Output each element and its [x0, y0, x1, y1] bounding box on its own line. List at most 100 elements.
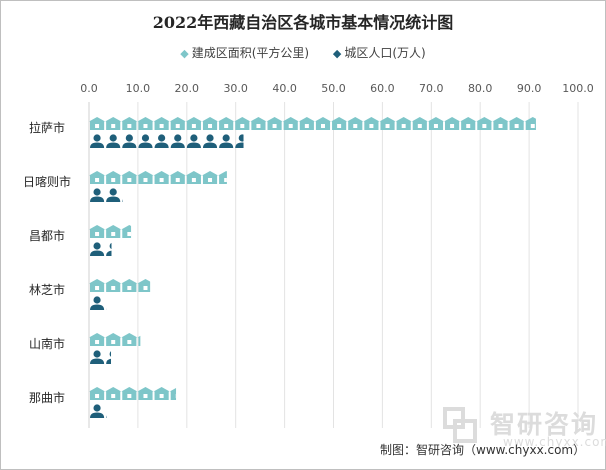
person-icon [90, 350, 105, 364]
person-icon [186, 134, 201, 148]
category-label: 林芝市 [29, 282, 65, 297]
watermark-brand: 智研咨询 [490, 410, 599, 439]
house-icon [153, 117, 170, 130]
house-icon [347, 117, 364, 130]
category-label: 昌都市 [29, 228, 65, 243]
legend-label-area: 建成区面积(平方公里) [191, 46, 310, 60]
category-label: 山南市 [29, 336, 65, 351]
person-icon-partial [106, 242, 112, 256]
house-icon [508, 117, 525, 130]
house-icon [169, 117, 186, 130]
house-icon [121, 117, 138, 130]
legend-item-area: ◆ 建成区面积(平方公里) [180, 44, 309, 61]
person-icon [219, 134, 234, 148]
chart-title: 2022年西藏自治区各城市基本情况统计图 [152, 13, 454, 32]
x-tick-label: 50.0 [321, 82, 346, 95]
house-icon [105, 117, 122, 130]
house-icon [201, 117, 219, 130]
house-icon-partial [121, 225, 132, 238]
x-tick-label: 0.0 [80, 82, 98, 95]
house-icon [105, 333, 122, 346]
person-icon-partial [106, 351, 112, 364]
person-icon [90, 188, 105, 202]
watermark-url: www.chyxx.com [503, 435, 606, 449]
x-tick-label: 10.0 [126, 82, 151, 95]
x-tick-label: 80.0 [468, 82, 493, 95]
person-icon [90, 404, 105, 418]
house-icon [89, 117, 106, 130]
house-icon [169, 171, 186, 184]
person-icon-partial [106, 296, 120, 310]
house-icon [411, 117, 428, 130]
house-icon [89, 387, 106, 400]
house-icon [395, 117, 412, 130]
watermark-logo-icon [443, 407, 477, 443]
house-icon [282, 117, 299, 130]
category-label: 那曲市 [29, 390, 65, 405]
house-icon [363, 117, 380, 130]
house-icon [153, 387, 170, 400]
house-icon [89, 225, 106, 238]
source-note: 制图：智研咨询（www.chyxx.com） [380, 443, 586, 457]
house-icon [137, 117, 154, 130]
house-icon [234, 117, 251, 130]
x-tick-label: 70.0 [419, 82, 444, 95]
x-tick-label: 90.0 [517, 82, 542, 95]
x-tick-label: 30.0 [223, 82, 248, 95]
house-icon [137, 171, 154, 184]
house-icon [379, 117, 396, 130]
house-icon [105, 279, 122, 292]
house-icon [476, 117, 493, 130]
house-icon [89, 279, 106, 292]
house-icon [137, 387, 154, 400]
legend-person-icon: ◆ [332, 47, 342, 60]
house-icon [121, 279, 138, 292]
house-icon-partial [137, 335, 141, 346]
house-icon [121, 387, 138, 400]
x-tick-label: 20.0 [175, 82, 200, 95]
category-label: 日喀则市 [23, 174, 71, 189]
house-icon-partial [169, 387, 177, 400]
person-icon [202, 134, 218, 148]
legend-item-population: ◆ 城区人口(万人) [333, 44, 426, 61]
house-icon [460, 117, 477, 130]
person-icon [170, 134, 185, 148]
house-icon [153, 171, 170, 184]
person-icon [154, 134, 169, 148]
house-icon [427, 117, 445, 130]
person-icon-partial [122, 199, 123, 202]
person-icon-partial [106, 415, 107, 418]
house-icon [105, 225, 122, 238]
house-icon [218, 117, 235, 130]
person-icon-partial [235, 134, 244, 148]
house-icon [250, 117, 267, 130]
house-icon-partial [218, 171, 227, 184]
house-icon [331, 117, 348, 130]
house-icon [185, 117, 202, 130]
house-icon [121, 171, 138, 184]
house-icon [444, 117, 461, 130]
house-icon [121, 333, 138, 346]
legend-house-icon: ◆ [180, 47, 189, 60]
legend-label-population: 城区人口(万人) [344, 46, 426, 60]
person-icon [138, 134, 153, 148]
house-icon [298, 117, 315, 130]
house-icon [89, 171, 106, 184]
house-icon [314, 117, 332, 130]
category-label: 拉萨市 [29, 120, 65, 135]
house-icon-partial [524, 117, 536, 130]
house-icon-partial [137, 279, 151, 292]
house-icon [201, 171, 219, 184]
person-icon [90, 242, 105, 256]
person-icon [106, 188, 121, 202]
house-icon [266, 117, 283, 130]
house-icon [105, 171, 122, 184]
x-tick-label: 60.0 [370, 82, 395, 95]
person-icon [106, 134, 121, 148]
person-icon [90, 134, 105, 148]
house-icon [89, 333, 106, 346]
house-icon [185, 171, 202, 184]
legend: ◆ 建成区面积(平方公里) ◆ 城区人口(万人) [0, 44, 606, 61]
house-icon [492, 117, 509, 130]
